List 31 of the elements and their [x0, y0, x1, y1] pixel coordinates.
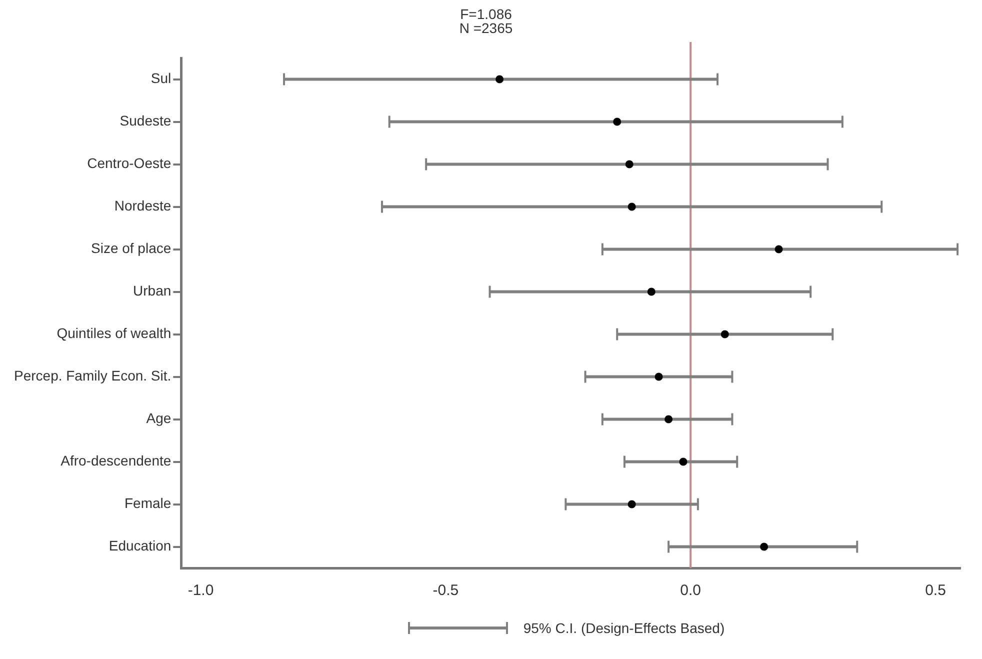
y-tick-label: Afro-descendente	[60, 452, 172, 469]
x-tick-label: -1.0	[188, 582, 214, 600]
x-tick-label: 0.0	[680, 582, 702, 600]
x-tick-label: 0.5	[925, 582, 946, 600]
point	[760, 542, 768, 551]
y-tick-label: Age	[146, 410, 172, 426]
y-tick-label: Size of place	[90, 240, 172, 256]
point	[628, 500, 636, 508]
point	[774, 245, 783, 254]
point	[664, 415, 673, 424]
chart-subtitle: N =2365	[459, 20, 513, 36]
point	[654, 372, 663, 381]
x-tick-label: -0.5	[432, 582, 459, 600]
y-tick-label: Female	[124, 495, 172, 512]
point	[496, 75, 504, 84]
y-tick-label: Education	[108, 538, 172, 554]
chart-title: F=1.086	[460, 6, 512, 22]
y-tick-label: Urban	[133, 282, 172, 299]
point	[720, 330, 729, 338]
y-tick-label: Centro-Oeste	[87, 155, 172, 172]
y-tick-label: Percep. Family Econ. Sit.	[14, 368, 172, 384]
point	[613, 118, 622, 126]
y-tick-label: Quintiles of wealth	[56, 325, 172, 342]
point	[625, 160, 634, 168]
point	[647, 288, 656, 296]
y-tick-label: Sul	[150, 70, 172, 86]
point	[628, 202, 636, 211]
point	[679, 458, 688, 466]
text: 95% C.I. (Design-Effects Based)	[523, 620, 725, 636]
y-tick-label: Sudeste	[120, 112, 172, 129]
y-tick-label: Nordeste	[114, 198, 172, 214]
